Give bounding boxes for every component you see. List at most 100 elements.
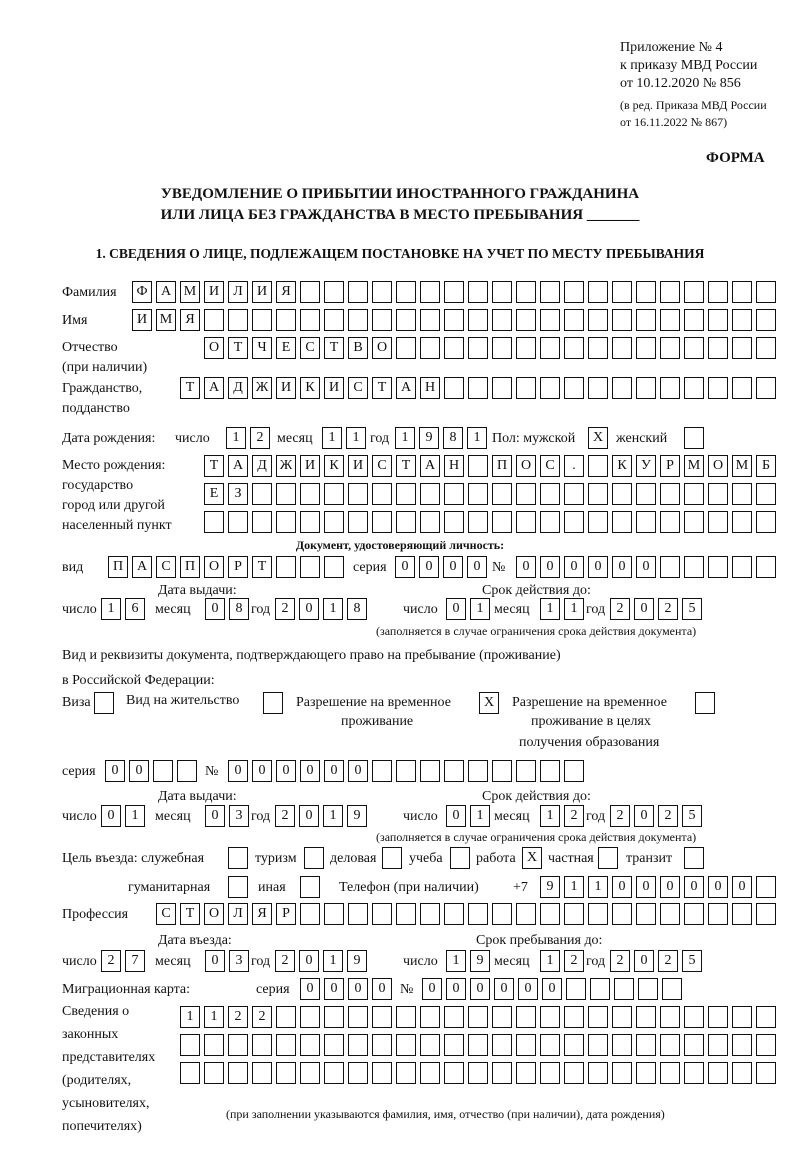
char-cell[interactable]: М bbox=[732, 455, 752, 477]
char-cell[interactable] bbox=[276, 1034, 296, 1056]
char-cell[interactable] bbox=[588, 483, 608, 505]
char-cell[interactable]: С bbox=[156, 556, 176, 578]
char-cell[interactable] bbox=[612, 1062, 632, 1084]
char-cell[interactable] bbox=[732, 377, 752, 399]
char-cell[interactable] bbox=[228, 1034, 248, 1056]
char-cell[interactable] bbox=[444, 337, 464, 359]
char-cell[interactable] bbox=[588, 337, 608, 359]
char-cell[interactable] bbox=[708, 281, 728, 303]
char-cell[interactable] bbox=[516, 1034, 536, 1056]
char-cell[interactable]: Я bbox=[252, 903, 272, 925]
char-cell[interactable]: Т bbox=[180, 377, 200, 399]
char-cell[interactable] bbox=[204, 1062, 224, 1084]
char-cell[interactable]: 2 bbox=[228, 1006, 248, 1028]
char-cell[interactable] bbox=[228, 1062, 248, 1084]
char-cell[interactable] bbox=[590, 978, 610, 1000]
char-cell[interactable]: 1 bbox=[101, 598, 121, 620]
char-cell[interactable] bbox=[708, 511, 728, 533]
char-cell[interactable]: Е bbox=[204, 483, 224, 505]
char-cell[interactable]: 0 bbox=[300, 978, 320, 1000]
char-cell[interactable]: Ф bbox=[132, 281, 152, 303]
char-cell[interactable]: И bbox=[132, 309, 152, 331]
char-cell[interactable]: С bbox=[372, 455, 392, 477]
char-cell[interactable] bbox=[276, 1006, 296, 1028]
char-cell[interactable]: 2 bbox=[610, 805, 630, 827]
char-cell[interactable] bbox=[492, 903, 512, 925]
char-cell[interactable] bbox=[612, 483, 632, 505]
char-cell[interactable]: 2 bbox=[658, 598, 678, 620]
char-cell[interactable]: 1 bbox=[180, 1006, 200, 1028]
char-cell[interactable] bbox=[450, 847, 470, 869]
char-cell[interactable]: И bbox=[300, 455, 320, 477]
char-cell[interactable] bbox=[420, 1062, 440, 1084]
char-cell[interactable] bbox=[252, 483, 272, 505]
char-cell[interactable] bbox=[684, 483, 704, 505]
char-cell[interactable] bbox=[228, 876, 248, 898]
char-cell[interactable]: 0 bbox=[732, 876, 752, 898]
char-cell[interactable]: 0 bbox=[419, 556, 439, 578]
char-cell[interactable]: С bbox=[300, 337, 320, 359]
char-cell[interactable] bbox=[732, 556, 752, 578]
char-cell[interactable]: 9 bbox=[540, 876, 560, 898]
char-cell[interactable]: 0 bbox=[299, 598, 319, 620]
char-cell[interactable] bbox=[372, 1034, 392, 1056]
char-cell[interactable] bbox=[660, 1034, 680, 1056]
char-cell[interactable] bbox=[660, 337, 680, 359]
char-cell[interactable] bbox=[324, 309, 344, 331]
char-cell[interactable]: 3 bbox=[229, 950, 249, 972]
char-cell[interactable] bbox=[444, 511, 464, 533]
char-cell[interactable] bbox=[492, 281, 512, 303]
char-cell[interactable] bbox=[348, 281, 368, 303]
char-cell[interactable]: А bbox=[420, 455, 440, 477]
char-cell[interactable]: И bbox=[204, 281, 224, 303]
char-cell[interactable] bbox=[420, 1034, 440, 1056]
char-cell[interactable]: И bbox=[348, 455, 368, 477]
char-cell[interactable] bbox=[660, 483, 680, 505]
char-cell[interactable] bbox=[756, 377, 776, 399]
char-cell[interactable] bbox=[252, 309, 272, 331]
char-cell[interactable] bbox=[588, 377, 608, 399]
char-cell[interactable]: 0 bbox=[634, 598, 654, 620]
char-cell[interactable]: 0 bbox=[634, 950, 654, 972]
char-cell[interactable] bbox=[396, 1006, 416, 1028]
char-cell[interactable] bbox=[324, 556, 344, 578]
char-cell[interactable] bbox=[372, 1062, 392, 1084]
char-cell[interactable] bbox=[708, 1034, 728, 1056]
char-cell[interactable] bbox=[396, 511, 416, 533]
char-cell[interactable]: 1 bbox=[323, 598, 343, 620]
char-cell[interactable] bbox=[540, 1062, 560, 1084]
char-cell[interactable] bbox=[684, 337, 704, 359]
char-cell[interactable] bbox=[684, 309, 704, 331]
char-cell[interactable] bbox=[228, 309, 248, 331]
char-cell[interactable] bbox=[684, 903, 704, 925]
char-cell[interactable] bbox=[660, 1062, 680, 1084]
char-cell[interactable] bbox=[540, 483, 560, 505]
char-cell[interactable] bbox=[276, 483, 296, 505]
char-cell[interactable]: 1 bbox=[588, 876, 608, 898]
char-cell[interactable] bbox=[468, 281, 488, 303]
char-cell[interactable] bbox=[540, 337, 560, 359]
char-cell[interactable] bbox=[708, 483, 728, 505]
char-cell[interactable] bbox=[348, 511, 368, 533]
char-cell[interactable] bbox=[540, 760, 560, 782]
char-cell[interactable]: 1 bbox=[470, 805, 490, 827]
char-cell[interactable] bbox=[94, 692, 114, 714]
char-cell[interactable] bbox=[420, 281, 440, 303]
char-cell[interactable] bbox=[468, 1006, 488, 1028]
char-cell[interactable] bbox=[396, 309, 416, 331]
char-cell[interactable]: Я bbox=[276, 281, 296, 303]
char-cell[interactable] bbox=[348, 1006, 368, 1028]
char-cell[interactable]: 9 bbox=[347, 805, 367, 827]
char-cell[interactable] bbox=[348, 1034, 368, 1056]
char-cell[interactable] bbox=[636, 483, 656, 505]
char-cell[interactable] bbox=[732, 511, 752, 533]
char-cell[interactable] bbox=[662, 978, 682, 1000]
char-cell[interactable] bbox=[566, 978, 586, 1000]
char-cell[interactable] bbox=[636, 337, 656, 359]
char-cell[interactable]: 1 bbox=[226, 427, 246, 449]
char-cell[interactable] bbox=[612, 1034, 632, 1056]
char-cell[interactable] bbox=[276, 1062, 296, 1084]
char-cell[interactable]: 1 bbox=[467, 427, 487, 449]
char-cell[interactable] bbox=[516, 1062, 536, 1084]
char-cell[interactable] bbox=[300, 281, 320, 303]
